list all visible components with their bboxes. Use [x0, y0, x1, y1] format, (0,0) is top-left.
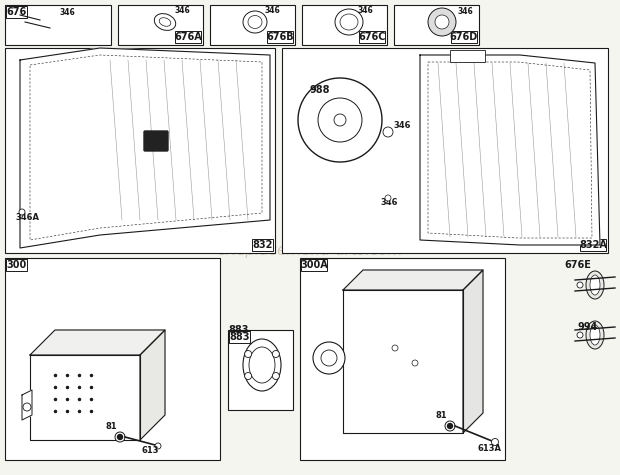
- Circle shape: [445, 421, 455, 431]
- Text: 346: 346: [265, 6, 281, 15]
- Polygon shape: [30, 330, 165, 355]
- Text: 613A: 613A: [478, 444, 502, 453]
- Ellipse shape: [586, 321, 604, 349]
- Ellipse shape: [248, 16, 262, 28]
- Text: 346: 346: [380, 198, 397, 207]
- Text: 676B: 676B: [266, 32, 294, 42]
- Circle shape: [448, 424, 453, 428]
- Circle shape: [428, 8, 456, 36]
- Ellipse shape: [590, 325, 600, 345]
- Polygon shape: [140, 330, 165, 440]
- Text: 346: 346: [358, 6, 374, 15]
- Bar: [252, 239, 273, 251]
- Text: 346: 346: [175, 6, 191, 15]
- Bar: [267, 31, 293, 43]
- Circle shape: [245, 351, 252, 358]
- Bar: [5, 258, 220, 460]
- Text: 676E: 676E: [564, 260, 591, 270]
- Circle shape: [435, 15, 449, 29]
- Circle shape: [385, 195, 391, 201]
- Bar: [118, 5, 203, 45]
- Ellipse shape: [159, 18, 170, 26]
- Bar: [451, 31, 477, 43]
- Polygon shape: [420, 55, 600, 245]
- Text: 346: 346: [60, 8, 76, 17]
- Polygon shape: [20, 48, 270, 248]
- Bar: [580, 239, 606, 251]
- Text: 676C: 676C: [358, 32, 386, 42]
- Text: eReplacementParts.com: eReplacementParts.com: [216, 243, 404, 257]
- Text: 81: 81: [436, 411, 448, 420]
- Text: 832: 832: [252, 240, 273, 250]
- Text: 300: 300: [6, 260, 27, 270]
- Bar: [175, 31, 201, 43]
- Bar: [302, 5, 387, 45]
- Circle shape: [577, 332, 583, 338]
- Circle shape: [383, 127, 393, 137]
- Ellipse shape: [335, 9, 363, 35]
- Ellipse shape: [243, 339, 281, 391]
- Text: 883: 883: [228, 325, 249, 335]
- Circle shape: [115, 432, 125, 442]
- Bar: [5, 5, 111, 45]
- Circle shape: [19, 209, 25, 215]
- Text: 832A: 832A: [579, 240, 607, 250]
- Text: 300A: 300A: [300, 260, 328, 270]
- Circle shape: [392, 345, 398, 351]
- Polygon shape: [343, 290, 463, 433]
- Bar: [450, 50, 485, 62]
- Bar: [394, 5, 479, 45]
- Text: 994: 994: [578, 322, 598, 332]
- Circle shape: [334, 114, 346, 126]
- Bar: [282, 48, 608, 253]
- Bar: [359, 31, 385, 43]
- Circle shape: [313, 342, 345, 374]
- Text: 676A: 676A: [174, 32, 202, 42]
- Bar: [229, 331, 250, 343]
- Ellipse shape: [340, 14, 358, 30]
- Text: 346A: 346A: [15, 213, 39, 222]
- Ellipse shape: [243, 11, 267, 33]
- Text: 988: 988: [310, 85, 330, 95]
- Ellipse shape: [249, 347, 275, 383]
- Ellipse shape: [154, 14, 175, 30]
- Bar: [6, 6, 27, 18]
- Ellipse shape: [586, 271, 604, 299]
- Circle shape: [272, 351, 280, 358]
- Circle shape: [155, 443, 161, 449]
- Text: 613: 613: [142, 446, 159, 455]
- Polygon shape: [30, 355, 140, 440]
- Circle shape: [118, 435, 123, 439]
- Circle shape: [577, 282, 583, 288]
- Circle shape: [272, 372, 280, 380]
- Polygon shape: [22, 390, 32, 420]
- Bar: [210, 5, 295, 45]
- Text: 346: 346: [458, 7, 474, 16]
- Text: 676: 676: [6, 7, 27, 17]
- Circle shape: [318, 98, 362, 142]
- Bar: [300, 258, 505, 460]
- Bar: [301, 259, 327, 271]
- Text: 81: 81: [106, 422, 118, 431]
- Circle shape: [23, 403, 31, 411]
- Bar: [5, 48, 275, 253]
- Circle shape: [298, 78, 382, 162]
- Circle shape: [321, 350, 337, 366]
- Bar: [228, 330, 293, 410]
- FancyBboxPatch shape: [144, 131, 168, 151]
- Ellipse shape: [590, 275, 600, 295]
- Circle shape: [492, 438, 498, 446]
- Circle shape: [245, 372, 252, 380]
- Polygon shape: [463, 270, 483, 433]
- Text: 676D: 676D: [450, 32, 478, 42]
- Polygon shape: [343, 270, 483, 290]
- Bar: [6, 259, 27, 271]
- Text: 883: 883: [229, 332, 250, 342]
- Text: 346: 346: [393, 121, 410, 130]
- Circle shape: [412, 360, 418, 366]
